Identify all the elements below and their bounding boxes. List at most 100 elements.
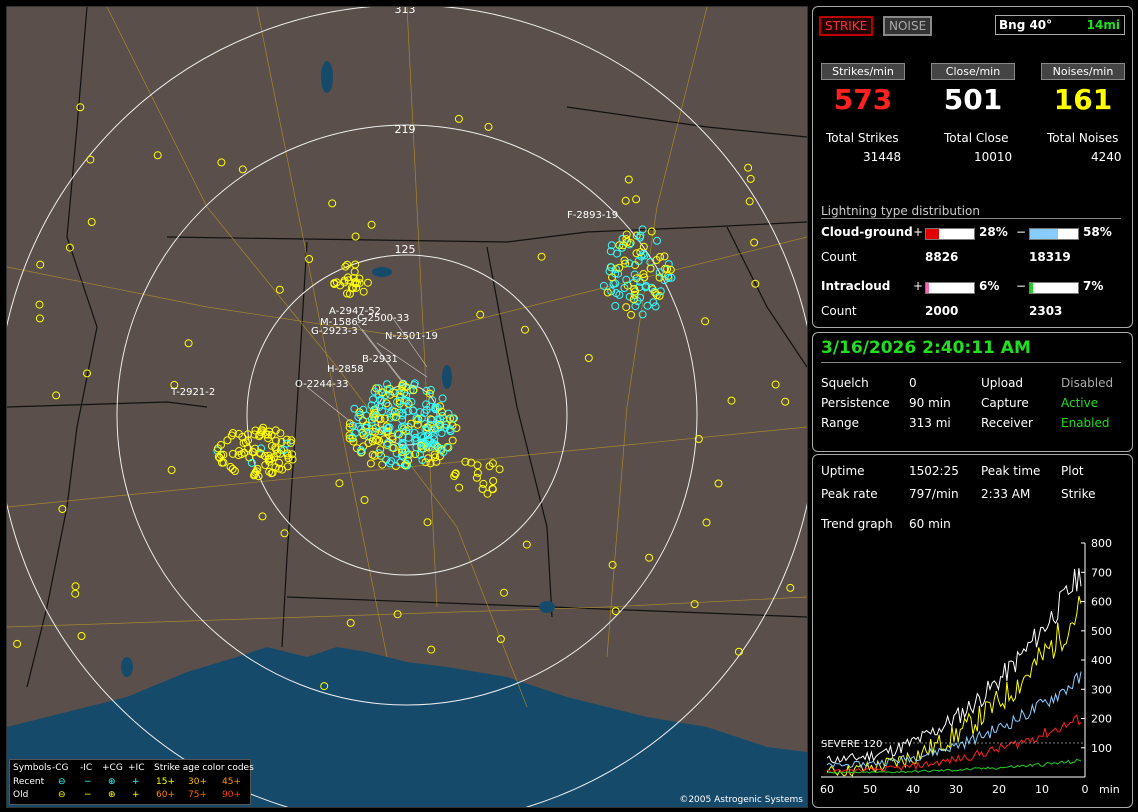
strike-symbol (488, 485, 497, 494)
strike-symbol (426, 385, 435, 394)
strike-symbol (608, 273, 616, 282)
trend-series-line (826, 714, 1082, 774)
y-axis-ticks: 800 700 600 500 400 300 200 100 (1081, 537, 1112, 755)
strike-symbol (632, 274, 641, 283)
intracloud-label: Intracloud (821, 279, 891, 293)
y-tick-label: 100 (1091, 742, 1112, 755)
strike-symbol (230, 467, 239, 475)
strike-symbol (383, 424, 392, 433)
persistence-value: 90 min (909, 396, 951, 410)
total-noises-value: 4240 (1091, 150, 1122, 164)
strike-symbol (350, 404, 359, 413)
strike-symbol (280, 529, 289, 538)
noise-mode-button[interactable]: NOISE (883, 16, 933, 36)
strike-symbol (423, 426, 431, 435)
x-tick-label: 30 (949, 783, 963, 796)
upload-value[interactable]: Disabled (1061, 376, 1114, 390)
strike-symbol (35, 300, 44, 309)
strike-symbol (627, 310, 636, 319)
strike-rate: 573 (833, 83, 893, 116)
strike-symbol (432, 457, 441, 466)
strike-symbol (376, 396, 384, 405)
strike-symbol (454, 114, 463, 123)
plot-value[interactable]: Strike (1061, 487, 1096, 501)
strike-symbol (58, 505, 67, 513)
strike-symbol (374, 449, 383, 458)
legend-old-pos-ic-icon: + (132, 790, 140, 800)
trend-graph-value: 60 min (909, 517, 951, 531)
peak-rate-value: 797/min (909, 487, 959, 501)
cg-count-label: Count (821, 250, 857, 264)
strike-symbol (258, 512, 267, 521)
strike-symbol (430, 450, 439, 459)
strike-symbol (375, 437, 384, 445)
capture-value[interactable]: Active (1061, 396, 1099, 410)
strike-symbol (345, 419, 354, 428)
strike-symbol (362, 421, 371, 430)
strikes-per-min-header[interactable]: Strikes/min (821, 63, 905, 80)
strike-symbol (418, 438, 427, 447)
strike-symbol (385, 384, 394, 393)
strike-symbol (76, 103, 85, 112)
strike-symbol (496, 635, 505, 643)
strike-symbol (786, 583, 795, 592)
strike-symbol (347, 283, 356, 292)
strike-symbol (355, 279, 364, 288)
strike-symbol (184, 339, 193, 348)
strike-symbol (642, 282, 651, 290)
persistence-label: Persistence (821, 396, 890, 410)
strike-symbol (257, 444, 266, 453)
strike-symbol (439, 448, 448, 456)
strike-symbol (378, 388, 386, 397)
cell-label-h: H-2858 (327, 364, 364, 375)
strike-symbol (276, 429, 285, 438)
strike-symbol (278, 465, 287, 474)
strike-symbol (414, 415, 423, 424)
squelch-value: 0 (909, 376, 917, 390)
strike-symbol (412, 443, 421, 452)
strike-symbol (357, 448, 366, 457)
distribution-divider (821, 218, 1121, 219)
peak-time-label: Peak time (981, 464, 1041, 478)
strike-symbol (611, 607, 620, 616)
legend-col-pos-ic: +IC (128, 763, 145, 773)
strike-symbol (655, 273, 664, 282)
strike-symbol (664, 274, 673, 282)
close-per-min-header[interactable]: Close/min (931, 63, 1015, 80)
strike-symbol (651, 302, 660, 311)
strike-symbol (625, 259, 634, 268)
state-borders (7, 7, 807, 688)
cell-label-g: G-2923-3 (311, 326, 358, 337)
strike-symbol (249, 448, 258, 457)
strike-symbol (167, 466, 176, 474)
y-tick-label: 800 (1091, 537, 1112, 550)
cg-positive-bar (925, 228, 975, 240)
strike-symbol (226, 462, 235, 471)
range-label-219: 219 (395, 123, 416, 136)
strike-symbol (330, 280, 339, 288)
strike-symbol (396, 458, 405, 467)
strike-symbol (391, 388, 400, 397)
strike-mode-button[interactable]: STRIKE (819, 16, 874, 36)
strike-symbol (228, 465, 237, 473)
strike-symbol (702, 518, 711, 527)
legend-age-15: 15+ (156, 777, 175, 787)
legend-col-neg-cg: -CG (52, 763, 69, 773)
strike-symbol (652, 256, 661, 264)
strike-symbol (694, 435, 703, 443)
strike-symbol (363, 278, 372, 287)
strike-symbol (71, 582, 80, 591)
receiver-value[interactable]: Enabled (1061, 416, 1110, 430)
lightning-map[interactable]: 313 219 125 F-2893-19 A-2947-52 G-2923-3… (6, 6, 808, 808)
ic-minus-sign: − (1016, 279, 1027, 293)
noises-per-min-header[interactable]: Noises/min (1041, 63, 1125, 80)
peak-rate-label: Peak rate (821, 487, 878, 501)
strike-symbol (371, 412, 380, 421)
strike-symbol (276, 449, 285, 458)
close-rate: 501 (943, 83, 1003, 116)
trend-panel: Uptime 1502:25 Peak time Plot Peak rate … (812, 454, 1133, 808)
strike-symbol (622, 275, 631, 284)
strike-symbol (653, 236, 661, 245)
strike-symbol (288, 455, 297, 464)
strike-symbol (639, 270, 648, 278)
